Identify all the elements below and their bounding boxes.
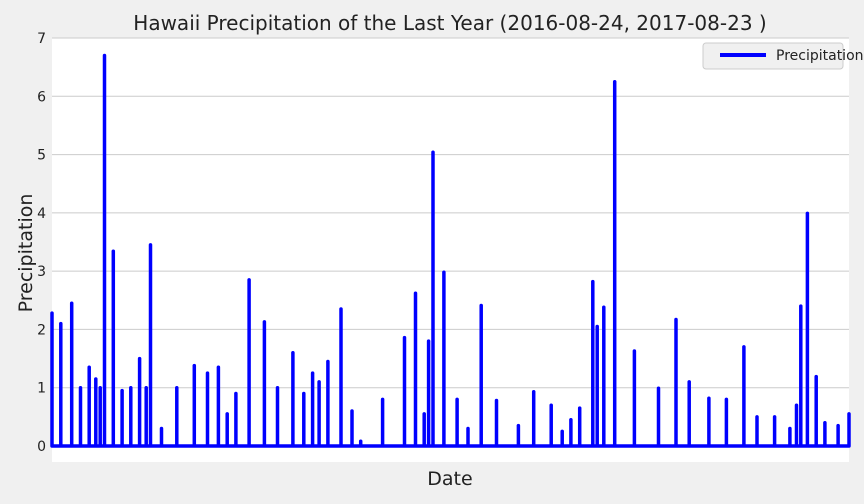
data-point (431, 150, 435, 154)
data-point (359, 439, 363, 443)
data-point (687, 380, 691, 384)
y-tick-label: 4 (37, 206, 46, 222)
y-tick-label: 0 (37, 439, 46, 455)
series-line-precipitation (50, 53, 851, 448)
data-point (742, 345, 746, 349)
data-point (823, 421, 827, 425)
data-point (291, 351, 295, 355)
data-point (50, 311, 54, 315)
data-point (479, 304, 483, 307)
data-point (94, 377, 98, 381)
plot-background (52, 38, 849, 462)
data-point (755, 415, 759, 419)
y-tick-label: 7 (37, 31, 46, 47)
data-point (138, 357, 142, 361)
data-point (632, 349, 636, 353)
data-point (144, 386, 148, 390)
data-point (111, 249, 115, 253)
data-point (276, 386, 279, 390)
data-point (805, 211, 809, 215)
data-point (70, 301, 74, 305)
data-point (87, 365, 91, 369)
data-point (724, 397, 728, 401)
data-point (613, 80, 617, 84)
data-point (160, 427, 163, 430)
data-point (442, 270, 446, 274)
data-point (103, 54, 106, 57)
data-point (455, 397, 459, 401)
data-point (59, 322, 63, 326)
data-point (216, 365, 220, 369)
y-tick-label: 2 (37, 322, 46, 338)
data-point (234, 392, 238, 395)
grid-lines (52, 37, 849, 447)
data-point (847, 412, 851, 416)
data-point (495, 399, 498, 402)
chart-title: Hawaii Precipitation of the Last Year (2… (133, 11, 766, 35)
data-point (339, 307, 343, 311)
data-point (403, 336, 406, 340)
data-point (569, 418, 573, 422)
data-point (381, 397, 385, 401)
y-tick-labels: 0 1 2 3 4 5 6 7 (37, 31, 46, 455)
data-point (149, 243, 152, 247)
data-point (532, 390, 536, 394)
data-point (422, 412, 426, 416)
y-axis-label: Precipitation (15, 194, 37, 313)
legend-box (702, 42, 844, 70)
data-point (192, 364, 196, 368)
data-point (427, 339, 431, 343)
y-tick-label: 3 (37, 264, 46, 280)
data-point (602, 305, 606, 309)
data-point (595, 325, 599, 328)
data-point (836, 424, 840, 428)
data-point (795, 403, 798, 407)
data-point (350, 409, 354, 413)
data-point (657, 386, 660, 390)
data-point (175, 386, 179, 390)
data-point (317, 380, 321, 384)
data-point (578, 406, 582, 410)
data-point (773, 415, 777, 419)
x-axis-label: Date (427, 468, 472, 490)
data-point (79, 386, 82, 390)
data-point (262, 320, 266, 324)
data-point (814, 375, 818, 379)
data-point (225, 412, 229, 416)
data-point (591, 280, 595, 284)
data-point (799, 304, 803, 308)
legend-label: Precipitation (776, 48, 864, 64)
y-tick-label: 6 (37, 89, 46, 105)
data-point (788, 427, 792, 430)
data-point (326, 360, 330, 363)
legend: Precipitation (702, 42, 864, 70)
data-point (311, 371, 315, 375)
data-point (674, 318, 678, 321)
y-tick-label: 1 (37, 381, 46, 397)
data-point (129, 386, 133, 390)
data-point (120, 389, 124, 393)
data-point (560, 429, 564, 433)
data-point (414, 291, 417, 295)
data-point (302, 392, 306, 395)
data-point (98, 386, 102, 390)
data-point (549, 403, 553, 407)
series-layer (50, 53, 851, 448)
data-point (206, 371, 209, 375)
data-point (516, 424, 520, 428)
data-point (466, 427, 470, 430)
data-point (247, 278, 251, 282)
data-point (707, 396, 711, 400)
y-tick-label: 5 (37, 148, 46, 164)
